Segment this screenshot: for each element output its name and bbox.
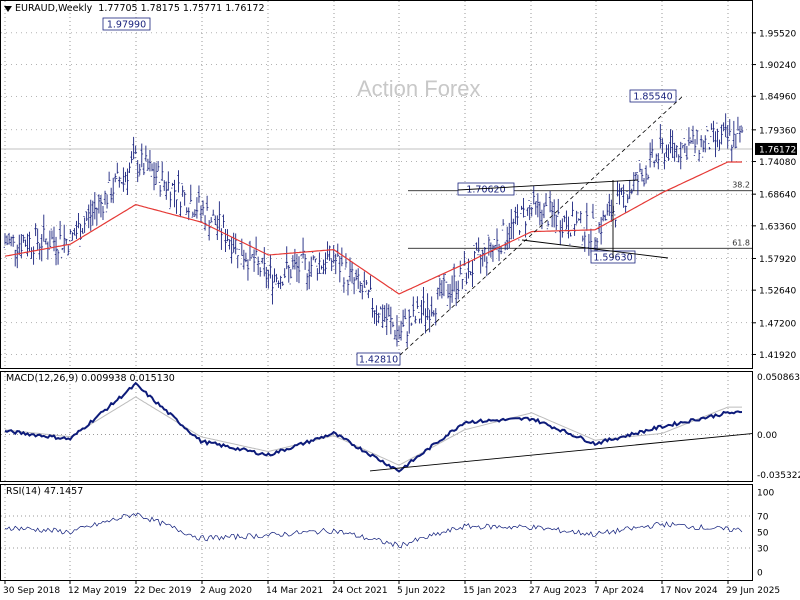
x-tick-label: 5 Jun 2022 bbox=[397, 586, 445, 596]
price-label: 1.70620 bbox=[466, 185, 505, 196]
price-bars bbox=[3, 113, 744, 348]
macd-tick-label: 0.00 bbox=[757, 431, 777, 441]
x-axis-ticks: 30 Sep 2018 12 May 2019 22 Dec 2019 2 Aug 2… bbox=[3, 580, 780, 596]
x-tick-label: 24 Oct 2021 bbox=[332, 586, 388, 596]
rsi-path bbox=[4, 512, 743, 549]
rsi-title: RSI(14) 47.1457 bbox=[6, 486, 84, 497]
price-label-box bbox=[629, 89, 677, 103]
x-tick-label: 2 Aug 2020 bbox=[200, 586, 252, 596]
ohlc-values: 1.77705 1.78175 1.75771 1.76172 bbox=[98, 3, 265, 14]
macd-tick-label: 0.050863 bbox=[757, 373, 800, 383]
price-label-box bbox=[356, 352, 401, 366]
y-tick-label: 1.79360 bbox=[759, 126, 796, 136]
macd-main-line bbox=[4, 381, 743, 473]
rsi-tick-label: 70 bbox=[757, 513, 769, 523]
x-tick-label: 30 Sep 2018 bbox=[3, 586, 60, 596]
y-tick-label: 1.63360 bbox=[759, 222, 796, 232]
moving-average bbox=[4, 161, 742, 295]
chart-title: EURAUD,Weekly 1.77705 1.78175 1.75771 1.… bbox=[15, 3, 265, 14]
price-label-box bbox=[102, 17, 151, 31]
x-tick-label: 12 May 2019 bbox=[68, 586, 127, 596]
rsi-line bbox=[4, 512, 743, 549]
y-tick-label: 1.95520 bbox=[759, 29, 796, 39]
macd-pane-frame bbox=[0, 371, 753, 482]
price-label: 1.85540 bbox=[633, 92, 672, 103]
y-tick-label: 1.74080 bbox=[759, 158, 796, 168]
channel-bottom-line bbox=[521, 239, 669, 259]
symbol-label: EURAUD,Weekly bbox=[15, 3, 93, 14]
rsi-tick-label: 100 bbox=[757, 489, 774, 499]
y-tick-label: 1.84960 bbox=[759, 93, 796, 103]
y-tick-label: 1.52640 bbox=[759, 287, 796, 297]
macd-title: MACD(12,26,9) 0.009938 0.015130 bbox=[6, 373, 175, 384]
x-tick-label: 14 Mar 2021 bbox=[266, 586, 323, 596]
x-tick-label: 29 Jun 2025 bbox=[726, 586, 780, 596]
macd-tick-label: -0.035322 bbox=[757, 471, 800, 481]
dashed-trendline bbox=[399, 95, 684, 356]
ma-line bbox=[4, 161, 742, 295]
macd-lines bbox=[4, 381, 753, 473]
y-tick-label: 1.57920 bbox=[759, 255, 796, 265]
y-tick-label: 1.47200 bbox=[759, 319, 796, 329]
price-label: 1.42810 bbox=[359, 355, 398, 366]
price-label-box bbox=[457, 182, 515, 196]
current-price-label: 1.76172 bbox=[759, 145, 796, 155]
y-tick-label: 1.41920 bbox=[759, 351, 796, 361]
price-pane-frame bbox=[0, 0, 753, 369]
rsi-tick-label: 0 bbox=[757, 569, 763, 579]
fib-label: 61.8 bbox=[732, 238, 750, 247]
fib-label: 38.2 bbox=[732, 181, 750, 190]
y-tick-label: 1.90240 bbox=[759, 61, 796, 71]
rsi-tick-label: 50 bbox=[757, 529, 769, 539]
y-tick-label: 1.68640 bbox=[759, 191, 796, 201]
x-tick-label: 22 Dec 2019 bbox=[134, 586, 192, 596]
macd-trendline bbox=[369, 433, 753, 472]
price-label: 1.97990 bbox=[107, 20, 146, 31]
y-axis-ticks: 1.95520 1.90240 1.84960 1.79360 1.74080 1.686… bbox=[752, 29, 800, 579]
x-tick-label: 27 Aug 2023 bbox=[529, 586, 587, 596]
rsi-pane-frame bbox=[0, 484, 753, 581]
x-tick-label: 7 Apr 2024 bbox=[594, 586, 644, 596]
dropdown-triangle-icon[interactable] bbox=[4, 6, 12, 12]
channel-top-line bbox=[457, 179, 639, 191]
watermark: Action Forex bbox=[357, 76, 481, 101]
x-tick-label: 17 Nov 2024 bbox=[660, 586, 718, 596]
current-price-tag bbox=[755, 142, 797, 155]
x-tick-label: 15 Jan 2023 bbox=[463, 586, 517, 596]
rsi-tick-label: 30 bbox=[757, 545, 769, 555]
